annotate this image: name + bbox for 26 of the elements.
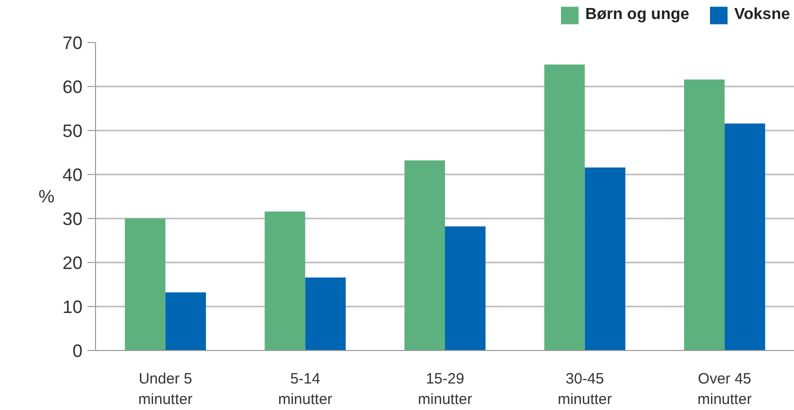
y-tick-label: 30 (62, 209, 83, 229)
bar (445, 226, 486, 350)
bar (165, 292, 206, 350)
x-tick-label: 15-29 minutter (418, 370, 472, 408)
legend-label: Voksne (734, 6, 790, 24)
bar (305, 277, 346, 350)
bar (584, 167, 626, 350)
bar (124, 218, 166, 350)
y-tick-label: 70 (62, 33, 83, 53)
x-tick-label: Under 5 minutter (138, 370, 192, 408)
bar (724, 123, 766, 350)
bar (404, 160, 445, 350)
x-tick-label: Over 45 minutter (698, 370, 752, 408)
y-axis-title: % (38, 186, 54, 206)
bar (264, 211, 306, 350)
x-tick-label: 5-14 minutter (278, 370, 332, 408)
y-tick-label: 10 (62, 297, 83, 317)
x-tick-label: 30-45 minutter (558, 370, 612, 408)
bar (544, 64, 585, 350)
y-tick-label: 20 (62, 253, 83, 273)
y-tick-label: 60 (62, 77, 83, 97)
y-tick-label: 0 (72, 341, 83, 361)
y-tick-label: 50 (62, 121, 83, 141)
bar (684, 79, 725, 350)
legend-label: Børn og unge (585, 6, 690, 24)
y-tick-label: 40 (62, 165, 83, 185)
